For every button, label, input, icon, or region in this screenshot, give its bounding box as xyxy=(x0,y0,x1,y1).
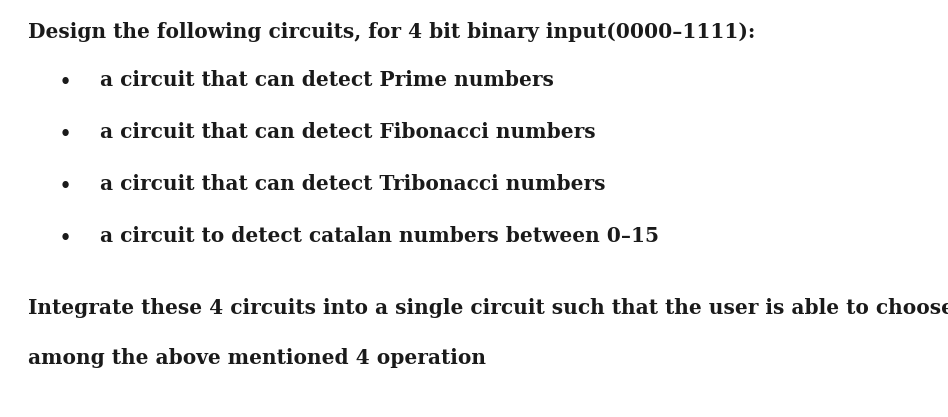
Text: among the above mentioned 4 operation: among the above mentioned 4 operation xyxy=(28,348,486,368)
Text: Integrate these 4 circuits into a single circuit such that the user is able to c: Integrate these 4 circuits into a single… xyxy=(28,298,948,318)
Text: a circuit that can detect Tribonacci numbers: a circuit that can detect Tribonacci num… xyxy=(100,174,606,194)
Text: •: • xyxy=(59,228,71,250)
Text: •: • xyxy=(59,72,71,94)
Text: •: • xyxy=(59,176,71,198)
Text: a circuit that can detect Prime numbers: a circuit that can detect Prime numbers xyxy=(100,70,554,90)
Text: a circuit to detect catalan numbers between 0–15: a circuit to detect catalan numbers betw… xyxy=(100,226,659,246)
Text: Design the following circuits, for 4 bit binary input(0000–1111):: Design the following circuits, for 4 bit… xyxy=(28,22,756,42)
Text: a circuit that can detect Fibonacci numbers: a circuit that can detect Fibonacci numb… xyxy=(100,122,595,142)
Text: •: • xyxy=(59,124,71,146)
